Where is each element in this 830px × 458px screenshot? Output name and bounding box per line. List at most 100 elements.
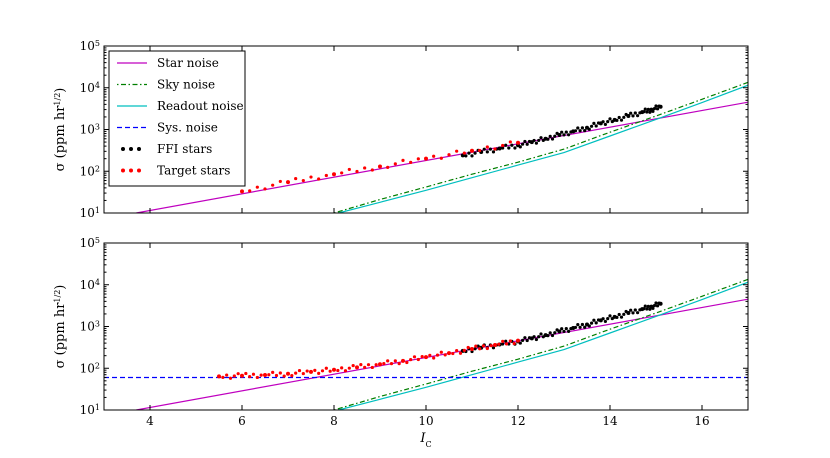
data-point xyxy=(546,137,550,141)
data-point xyxy=(294,371,298,375)
legend-marker xyxy=(129,147,133,151)
data-point xyxy=(332,367,336,372)
x-tick-label: 8 xyxy=(330,414,338,428)
data-point xyxy=(569,130,573,134)
data-point xyxy=(386,359,390,363)
data-point xyxy=(435,353,440,357)
data-point xyxy=(340,171,344,175)
series-target-stars xyxy=(217,338,520,380)
data-point xyxy=(606,120,610,124)
data-point xyxy=(393,162,397,166)
data-point xyxy=(363,365,367,370)
data-point xyxy=(278,179,282,184)
data-point xyxy=(424,156,428,161)
x-tick-label: 14 xyxy=(602,414,618,428)
data-point xyxy=(443,353,447,357)
data-point xyxy=(592,318,596,322)
series-star-noise xyxy=(136,298,748,410)
data-point xyxy=(324,173,328,178)
data-point xyxy=(534,141,539,145)
data-point xyxy=(655,304,660,308)
data-point xyxy=(370,365,374,370)
series-target-stars xyxy=(240,140,520,194)
legend-marker xyxy=(137,147,141,151)
data-point xyxy=(336,368,340,373)
data-point xyxy=(309,369,313,374)
data-point xyxy=(455,349,459,353)
data-point xyxy=(619,118,624,122)
data-point xyxy=(309,175,313,179)
data-point xyxy=(508,339,512,343)
data-point xyxy=(464,154,468,158)
data-point xyxy=(416,157,420,161)
data-point xyxy=(282,374,286,378)
data-point xyxy=(473,151,477,155)
data-point xyxy=(370,168,374,172)
data-point xyxy=(518,341,522,345)
data-point xyxy=(525,338,529,343)
y-tick-label: 103 xyxy=(80,319,100,334)
data-point xyxy=(286,371,290,376)
data-point xyxy=(470,154,474,158)
legend-item-readout-noise: Readout noise xyxy=(117,99,244,113)
data-point xyxy=(470,346,474,351)
legend-label: Sky noise xyxy=(157,78,215,92)
data-point xyxy=(462,151,466,155)
data-point xyxy=(301,178,305,183)
data-point xyxy=(569,326,573,331)
data-point xyxy=(624,112,628,117)
data-point xyxy=(263,372,267,377)
y-axis-label: σ (ppm hr1/2) xyxy=(53,88,69,172)
data-point xyxy=(548,134,552,138)
data-point xyxy=(294,176,298,181)
data-point xyxy=(493,147,497,151)
data-point xyxy=(340,366,344,370)
data-point xyxy=(523,336,527,340)
data-point xyxy=(603,319,608,324)
data-point xyxy=(467,151,471,155)
data-point xyxy=(567,329,571,333)
data-point xyxy=(624,309,628,314)
data-point xyxy=(462,348,466,352)
data-point xyxy=(255,375,259,380)
bottom-panel: 4 6 8 10 12 14 16 101 102 103 104 105 σ (ppm hr1/2) I… xyxy=(53,236,749,449)
data-point xyxy=(317,371,321,375)
data-point xyxy=(507,342,511,346)
data-point xyxy=(553,331,557,335)
data-point xyxy=(539,332,543,336)
data-point xyxy=(267,373,271,377)
data-point xyxy=(631,311,635,315)
x-tick-label: 10 xyxy=(418,414,433,428)
data-point xyxy=(587,324,591,328)
data-point xyxy=(560,130,564,134)
data-point xyxy=(642,307,646,311)
data-point xyxy=(646,107,650,111)
data-point xyxy=(638,308,642,312)
data-point xyxy=(567,133,571,137)
data-point xyxy=(583,128,587,133)
data-point xyxy=(378,362,382,367)
data-point xyxy=(332,172,336,177)
data-point xyxy=(317,177,321,181)
data-point xyxy=(313,368,317,373)
data-point xyxy=(244,371,248,376)
data-point xyxy=(654,301,658,305)
data-point xyxy=(576,323,580,327)
data-point xyxy=(274,373,279,378)
data-point xyxy=(518,145,522,149)
y-tick-label: 103 xyxy=(80,122,100,137)
data-point xyxy=(654,104,658,108)
data-point xyxy=(248,375,252,379)
data-point xyxy=(489,344,493,348)
top-panel: 101 102 103 104 105 σ (ppm hr1/2) Star noise Sk… xyxy=(53,39,749,220)
data-point xyxy=(615,118,619,122)
data-point xyxy=(516,140,520,145)
data-point xyxy=(481,344,486,348)
data-point xyxy=(532,138,536,143)
data-point xyxy=(643,107,647,111)
data-point xyxy=(608,117,612,121)
data-point xyxy=(476,344,480,348)
data-point xyxy=(324,366,328,370)
data-point xyxy=(521,338,525,342)
